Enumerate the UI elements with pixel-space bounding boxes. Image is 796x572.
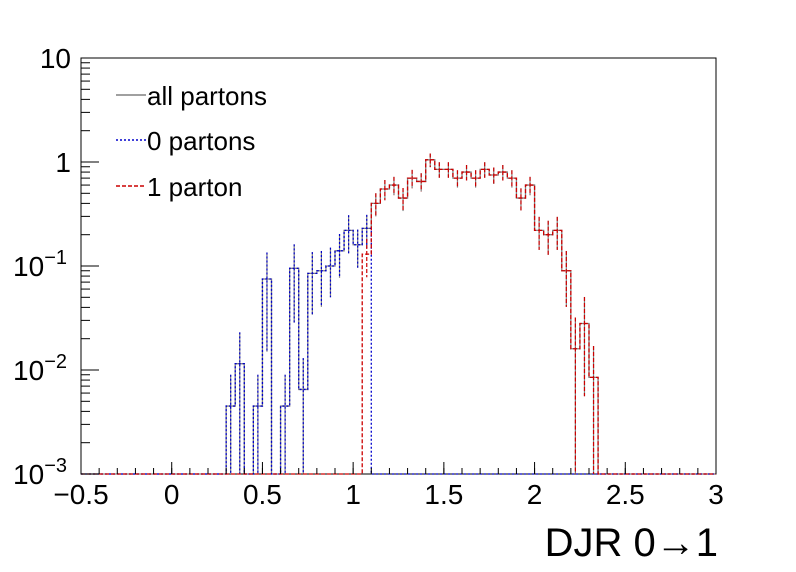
legend-entry-0: all partons xyxy=(116,81,267,111)
y-tick-label: 10−1 xyxy=(13,247,67,282)
series-1 xyxy=(81,214,716,475)
x-tick-label: 2 xyxy=(527,479,543,510)
x-tick-label: 3 xyxy=(708,479,724,510)
x-axis-title: DJR 0→1 xyxy=(545,521,718,565)
x-tick-label: 0.5 xyxy=(243,479,282,510)
series-step-line xyxy=(81,227,716,475)
x-tick-label: 1.5 xyxy=(424,479,463,510)
y-tick-label: 10 xyxy=(40,43,71,74)
y-tick-label: 1 xyxy=(55,147,71,178)
legend-entry-1: 0 partons xyxy=(116,126,255,156)
x-tick-label: 2.5 xyxy=(606,479,645,510)
legend-label: 1 parton xyxy=(147,172,242,202)
y-tick-label: 10−3 xyxy=(13,455,67,490)
x-tick-label: 1 xyxy=(345,479,361,510)
x-tick-label: −0.5 xyxy=(53,479,108,510)
series-step-line xyxy=(81,159,716,475)
y-tick-label: 10−2 xyxy=(13,351,67,386)
series-step-line xyxy=(81,159,716,475)
x-tick-label: 0 xyxy=(164,479,180,510)
legend-entry-2: 1 parton xyxy=(116,172,242,202)
legend-label: all partons xyxy=(147,81,267,111)
legend-label: 0 partons xyxy=(147,126,255,156)
plot-frame xyxy=(80,57,717,475)
